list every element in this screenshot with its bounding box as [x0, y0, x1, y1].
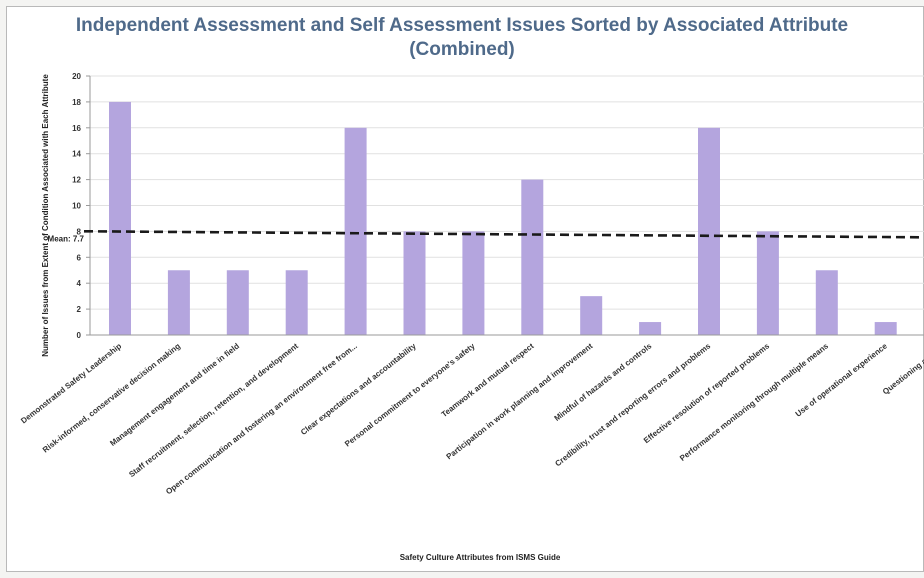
- chart-title-line-2: (Combined): [409, 39, 515, 60]
- mean-line: [83, 229, 921, 239]
- chart-title-line-1: Independent Assessment and Self Assessme…: [75, 15, 849, 36]
- x-category-label: Use of operational experience: [794, 341, 890, 419]
- bar: [109, 101, 131, 336]
- x-category-label: Open communication and fostering an envi…: [164, 341, 359, 496]
- mean-label: Mean: 7.7: [48, 234, 85, 243]
- y-tick-label: 8: [77, 227, 82, 236]
- chart-title: Independent Assessment and Self Assessme…: [0, 14, 924, 62]
- bar: [639, 322, 662, 335]
- x-category-label: Demonstrated Safety Leadership: [19, 341, 123, 425]
- y-tick-label: 16: [72, 124, 81, 133]
- y-tick-label: 0: [77, 331, 82, 340]
- bar: [521, 179, 544, 335]
- bar: [874, 322, 897, 335]
- bar: [344, 127, 367, 335]
- y-tick-label: 18: [72, 98, 81, 107]
- x-category-label: Management engagement and time in field: [108, 341, 241, 448]
- x-category-label: Mindful of hazards and controls: [553, 341, 654, 423]
- y-tick-label: 14: [72, 150, 81, 159]
- x-category-label: Teamwork and mutual respect: [440, 341, 536, 419]
- y-tick-label: 2: [77, 305, 82, 314]
- y-tick-label: 20: [72, 72, 81, 81]
- x-category-label: Clear expectations and accountability: [299, 341, 418, 437]
- y-tick-label: 12: [72, 176, 81, 185]
- bar: [226, 270, 249, 335]
- bar: [698, 127, 720, 335]
- bar: [580, 296, 603, 335]
- bar: [403, 231, 426, 335]
- x-category-label: Effective resolution of reported problem…: [642, 341, 772, 445]
- bar: [167, 270, 190, 335]
- x-category-label: Personal commitment to everyone's safety: [343, 341, 477, 448]
- y-tick-label: 6: [77, 253, 82, 262]
- bar: [285, 270, 308, 335]
- bar: [815, 270, 838, 335]
- y-tick-label: 10: [72, 202, 81, 211]
- bar: [756, 231, 779, 335]
- x-axis-title: Safety Culture Attributes from ISMS Guid…: [400, 553, 561, 562]
- y-axis-title: Number of Issues from Extent of Conditio…: [41, 74, 50, 357]
- y-tick-label: 4: [77, 279, 82, 288]
- bar: [462, 231, 485, 335]
